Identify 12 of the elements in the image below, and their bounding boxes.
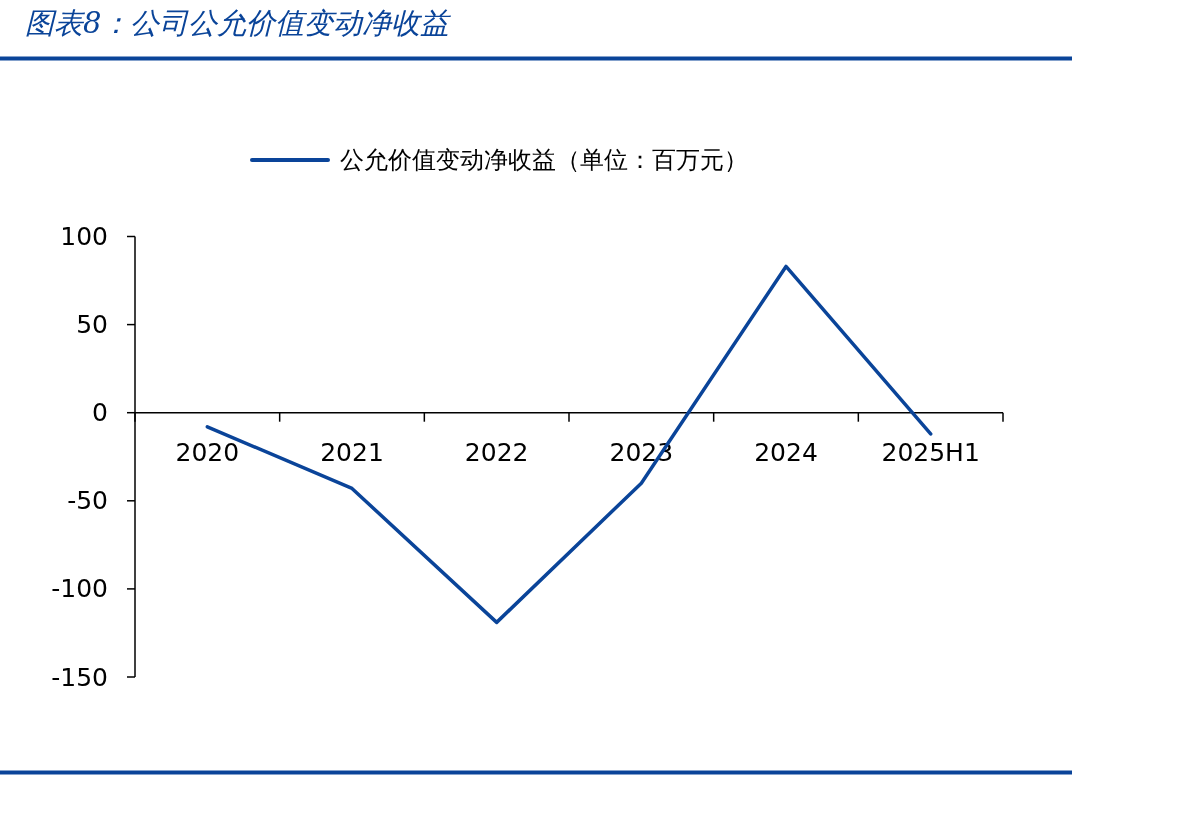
y-tick-label: 50 xyxy=(76,310,108,340)
x-tick-label: 2025H1 xyxy=(881,438,980,468)
x-tick-label: 2024 xyxy=(754,438,818,468)
title: 图表8：公司公允价值变动净收益 xyxy=(25,6,450,40)
x-tick-label: 2022 xyxy=(464,438,529,468)
y-tick-label: -50 xyxy=(67,486,108,516)
x-tick-label: 2020 xyxy=(175,438,240,468)
y-tick-label: 0 xyxy=(92,398,108,428)
y-tick-label: -150 xyxy=(51,662,108,692)
y-tick-label: -100 xyxy=(51,574,108,604)
y-tick-label: 100 xyxy=(60,222,108,251)
x-tick-label: 2021 xyxy=(320,438,384,468)
